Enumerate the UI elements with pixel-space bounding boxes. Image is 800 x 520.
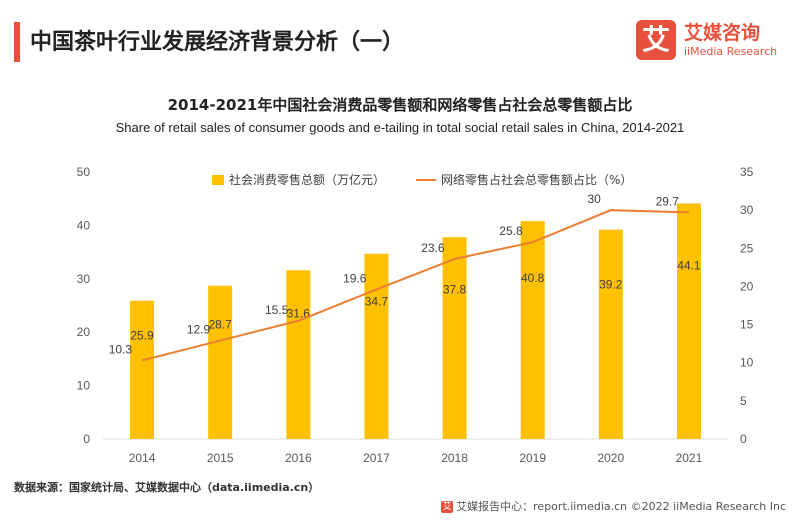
logo-name-en: iiMedia Research xyxy=(684,45,778,58)
footer-logo-icon: 艾 xyxy=(441,501,454,513)
y-right-tick-label: 0 xyxy=(740,432,747,446)
iimedia-logo: 艾 艾媒咨询 iiMedia Research xyxy=(636,18,786,66)
bar xyxy=(442,237,467,439)
y-right-tick-label: 30 xyxy=(740,203,754,217)
x-tick-label: 2018 xyxy=(441,451,468,465)
y-left-tick-label: 20 xyxy=(77,325,91,339)
bar-data-label: 34.7 xyxy=(365,295,389,309)
title-accent-bar xyxy=(14,22,20,62)
y-right-tick-label: 25 xyxy=(740,241,754,255)
data-source: 数据来源：国家统计局、艾媒数据中心（data.iimedia.cn） xyxy=(14,481,320,494)
footer: 艾艾媒报告中心：report.iimedia.cn ©2022 iiMedia … xyxy=(441,498,786,514)
bar xyxy=(598,229,623,439)
y-right-tick-label: 10 xyxy=(740,356,754,370)
bar-data-label: 39.2 xyxy=(599,277,623,291)
line-data-label: 10.3 xyxy=(109,342,133,356)
y-left-tick-label: 30 xyxy=(77,272,91,286)
bar xyxy=(520,221,545,439)
y-left-tick-label: 0 xyxy=(83,432,90,446)
x-tick-label: 2016 xyxy=(285,451,312,465)
bar-data-label: 37.8 xyxy=(443,283,467,297)
line-series xyxy=(141,209,689,362)
legend-bar-label: 社会消费零售总额（万亿元） xyxy=(229,172,385,187)
bar-data-label: 40.8 xyxy=(521,271,545,285)
x-tick-label: 2014 xyxy=(129,451,156,465)
y-right-tick-label: 5 xyxy=(740,394,747,408)
bar-data-label: 31.6 xyxy=(287,307,311,321)
legend-bar-swatch xyxy=(212,175,224,185)
x-tick-label: 2019 xyxy=(519,451,546,465)
y-left-tick-label: 40 xyxy=(77,218,91,232)
line-data-label: 12.9 xyxy=(187,323,211,337)
x-tick-label: 2015 xyxy=(207,451,234,465)
bar xyxy=(676,203,701,439)
line-data-label: 29.7 xyxy=(656,194,680,208)
x-tick-label: 2020 xyxy=(597,451,624,465)
chart-subtitle: Share of retail sales of consumer goods … xyxy=(115,120,685,135)
bar xyxy=(286,270,311,439)
bar xyxy=(364,253,389,439)
logo-name-cn: 艾媒咨询 xyxy=(684,22,761,44)
bar-data-label: 25.9 xyxy=(130,328,154,342)
line-data-label: 23.6 xyxy=(421,241,445,255)
y-left-tick-label: 10 xyxy=(77,379,91,393)
y-right-tick-label: 20 xyxy=(740,279,754,293)
x-tick-label: 2021 xyxy=(676,451,703,465)
y-right-tick-label: 35 xyxy=(740,165,754,179)
chart-title: 2014-2021年中国社会消费品零售额和网络零售占社会总零售额占比 xyxy=(167,96,633,114)
bar xyxy=(208,285,233,439)
page-title: 中国茶叶行业发展经济背景分析（一） xyxy=(30,30,405,55)
x-tick-label: 2017 xyxy=(363,451,390,465)
line-data-label: 25.8 xyxy=(499,224,523,238)
footer-text: 艾媒报告中心：report.iimedia.cn ©2022 iiMedia R… xyxy=(456,500,786,513)
bar xyxy=(130,300,155,439)
logo-mark-icon: 艾 xyxy=(636,20,676,60)
line-data-label: 19.6 xyxy=(343,271,367,285)
combo-chart: 0 10 20 30 40 50 0 5 10 15 20 25 30 35 2014 2015 2016 201… xyxy=(77,165,754,465)
y-right-tick-label: 15 xyxy=(740,318,754,332)
line-data-label: 15.5 xyxy=(265,303,289,317)
y-left-tick-label: 50 xyxy=(77,165,91,179)
legend-line-label: 网络零售占社会总零售额占比（%） xyxy=(441,172,632,187)
bar-data-label: 28.7 xyxy=(209,318,233,332)
line-data-label: 30 xyxy=(587,192,601,206)
bar-data-label: 44.1 xyxy=(677,258,701,272)
